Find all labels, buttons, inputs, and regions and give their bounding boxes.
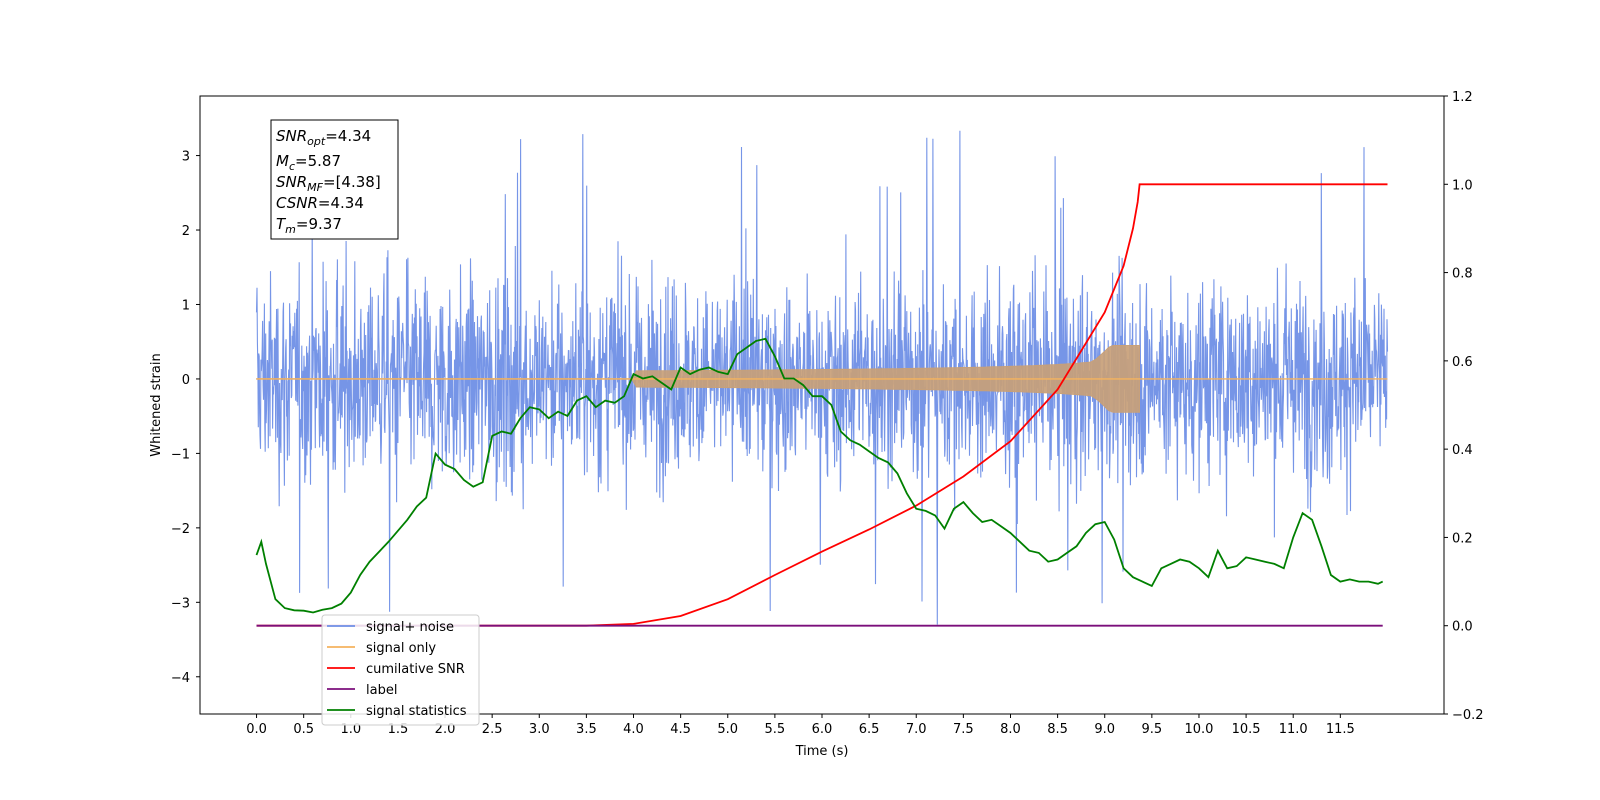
x-tick-label: 0.5 bbox=[293, 722, 314, 737]
legend-item-signal-only: signal only bbox=[327, 641, 436, 656]
x-tick-label: 6.0 bbox=[812, 722, 833, 737]
legend-item-cumulative-snr: cumilative SNR bbox=[327, 662, 465, 677]
x-tick-label: 5.5 bbox=[765, 722, 786, 737]
series-cumulative-snr bbox=[256, 183, 1388, 627]
x-tick-label: 11.5 bbox=[1326, 722, 1355, 737]
x-tick-label: 1.0 bbox=[340, 722, 361, 737]
x-tick-label: 7.0 bbox=[906, 722, 927, 737]
x-tick-label: 5.0 bbox=[717, 722, 738, 737]
x-tick-label: 6.5 bbox=[859, 722, 880, 737]
x-tick-label: 0.0 bbox=[246, 722, 267, 737]
x-tick-label: 9.5 bbox=[1142, 722, 1163, 737]
legend-label-signal-noise: signal+ noise bbox=[366, 620, 454, 635]
x-axis: 0.0 0.5 1.0 1.5 2.0 2.5 3.0 3.5 4.0 4.5 5.0 5.5 6.0 6… bbox=[246, 714, 1355, 737]
y2-tick-label: 1.2 bbox=[1452, 90, 1473, 105]
legend: signal+ noise signal only cumilative SNR… bbox=[321, 614, 480, 726]
x-tick-label: 4.5 bbox=[670, 722, 691, 737]
x-tick-label: 3.5 bbox=[576, 722, 597, 737]
x-tick-label: 7.5 bbox=[953, 722, 974, 737]
series-signal-statistics bbox=[255, 337, 1384, 614]
y-axis-title: Whitened strain bbox=[149, 353, 164, 456]
x-tick-label: 2.5 bbox=[482, 722, 503, 737]
annotation-tm: Tm=9.37 bbox=[276, 215, 342, 236]
y2-tick-label: 0.2 bbox=[1452, 531, 1473, 546]
y-tick-label: 2 bbox=[182, 224, 190, 239]
y-axis-left: 3 2 1 0 −1 −2 −3 −4 bbox=[171, 150, 200, 686]
legend-item-signal-statistics: signal statistics bbox=[327, 704, 467, 719]
x-tick-label: 1.5 bbox=[388, 722, 409, 737]
y-tick-label: −4 bbox=[171, 671, 190, 686]
legend-item-signal-noise: signal+ noise bbox=[327, 620, 454, 635]
x-tick-label: 3.0 bbox=[529, 722, 550, 737]
y2-tick-label: 1.0 bbox=[1452, 178, 1473, 193]
x-tick-label: 10.0 bbox=[1184, 722, 1213, 737]
y2-tick-label: 0.0 bbox=[1452, 620, 1473, 635]
y2-tick-label: 0.8 bbox=[1452, 267, 1473, 282]
x-tick-label: 2.0 bbox=[435, 722, 456, 737]
legend-label-signal-statistics: signal statistics bbox=[366, 704, 467, 719]
x-tick-label: 9.0 bbox=[1094, 722, 1115, 737]
y-tick-label: −3 bbox=[171, 596, 190, 611]
y2-tick-label: 0.4 bbox=[1452, 443, 1473, 458]
y-tick-label: 0 bbox=[182, 373, 190, 388]
series-signal-noise bbox=[255, 130, 1389, 625]
annotation-snr-mf: SNRMF=[4.38] bbox=[276, 173, 381, 194]
x-tick-label: 8.5 bbox=[1047, 722, 1068, 737]
y-tick-label: −2 bbox=[171, 522, 190, 537]
x-tick-label: 8.0 bbox=[1000, 722, 1021, 737]
x-axis-title: Time (s) bbox=[795, 744, 849, 759]
annotation-mc: Mc=5.87 bbox=[276, 152, 341, 173]
x-tick-label: 11.0 bbox=[1279, 722, 1308, 737]
y-tick-label: 1 bbox=[182, 298, 190, 313]
x-tick-label: 4.0 bbox=[623, 722, 644, 737]
y-tick-label: −1 bbox=[171, 447, 190, 462]
y2-tick-label: 0.6 bbox=[1452, 355, 1473, 370]
x-tick-label: 10.5 bbox=[1232, 722, 1261, 737]
legend-label-cumulative-snr: cumilative SNR bbox=[366, 662, 465, 677]
annotation-snr-opt: SNRopt=4.34 bbox=[276, 127, 371, 148]
annotation-box: SNRopt=4.34 Mc=5.87 SNRMF=[4.38] CSNR=4.… bbox=[270, 119, 399, 240]
y-tick-label: 3 bbox=[182, 150, 190, 165]
legend-frame bbox=[321, 614, 480, 726]
annotation-csnr: CSNR=4.34 bbox=[276, 194, 364, 212]
legend-label-signal-only: signal only bbox=[366, 641, 436, 656]
legend-item-label: label bbox=[327, 683, 397, 698]
y-axis-right: 1.2 1.0 0.8 0.6 0.4 0.2 0.0 −0.2 bbox=[1444, 90, 1484, 723]
y2-tick-label: −0.2 bbox=[1452, 708, 1484, 723]
legend-label-label: label bbox=[366, 683, 397, 698]
